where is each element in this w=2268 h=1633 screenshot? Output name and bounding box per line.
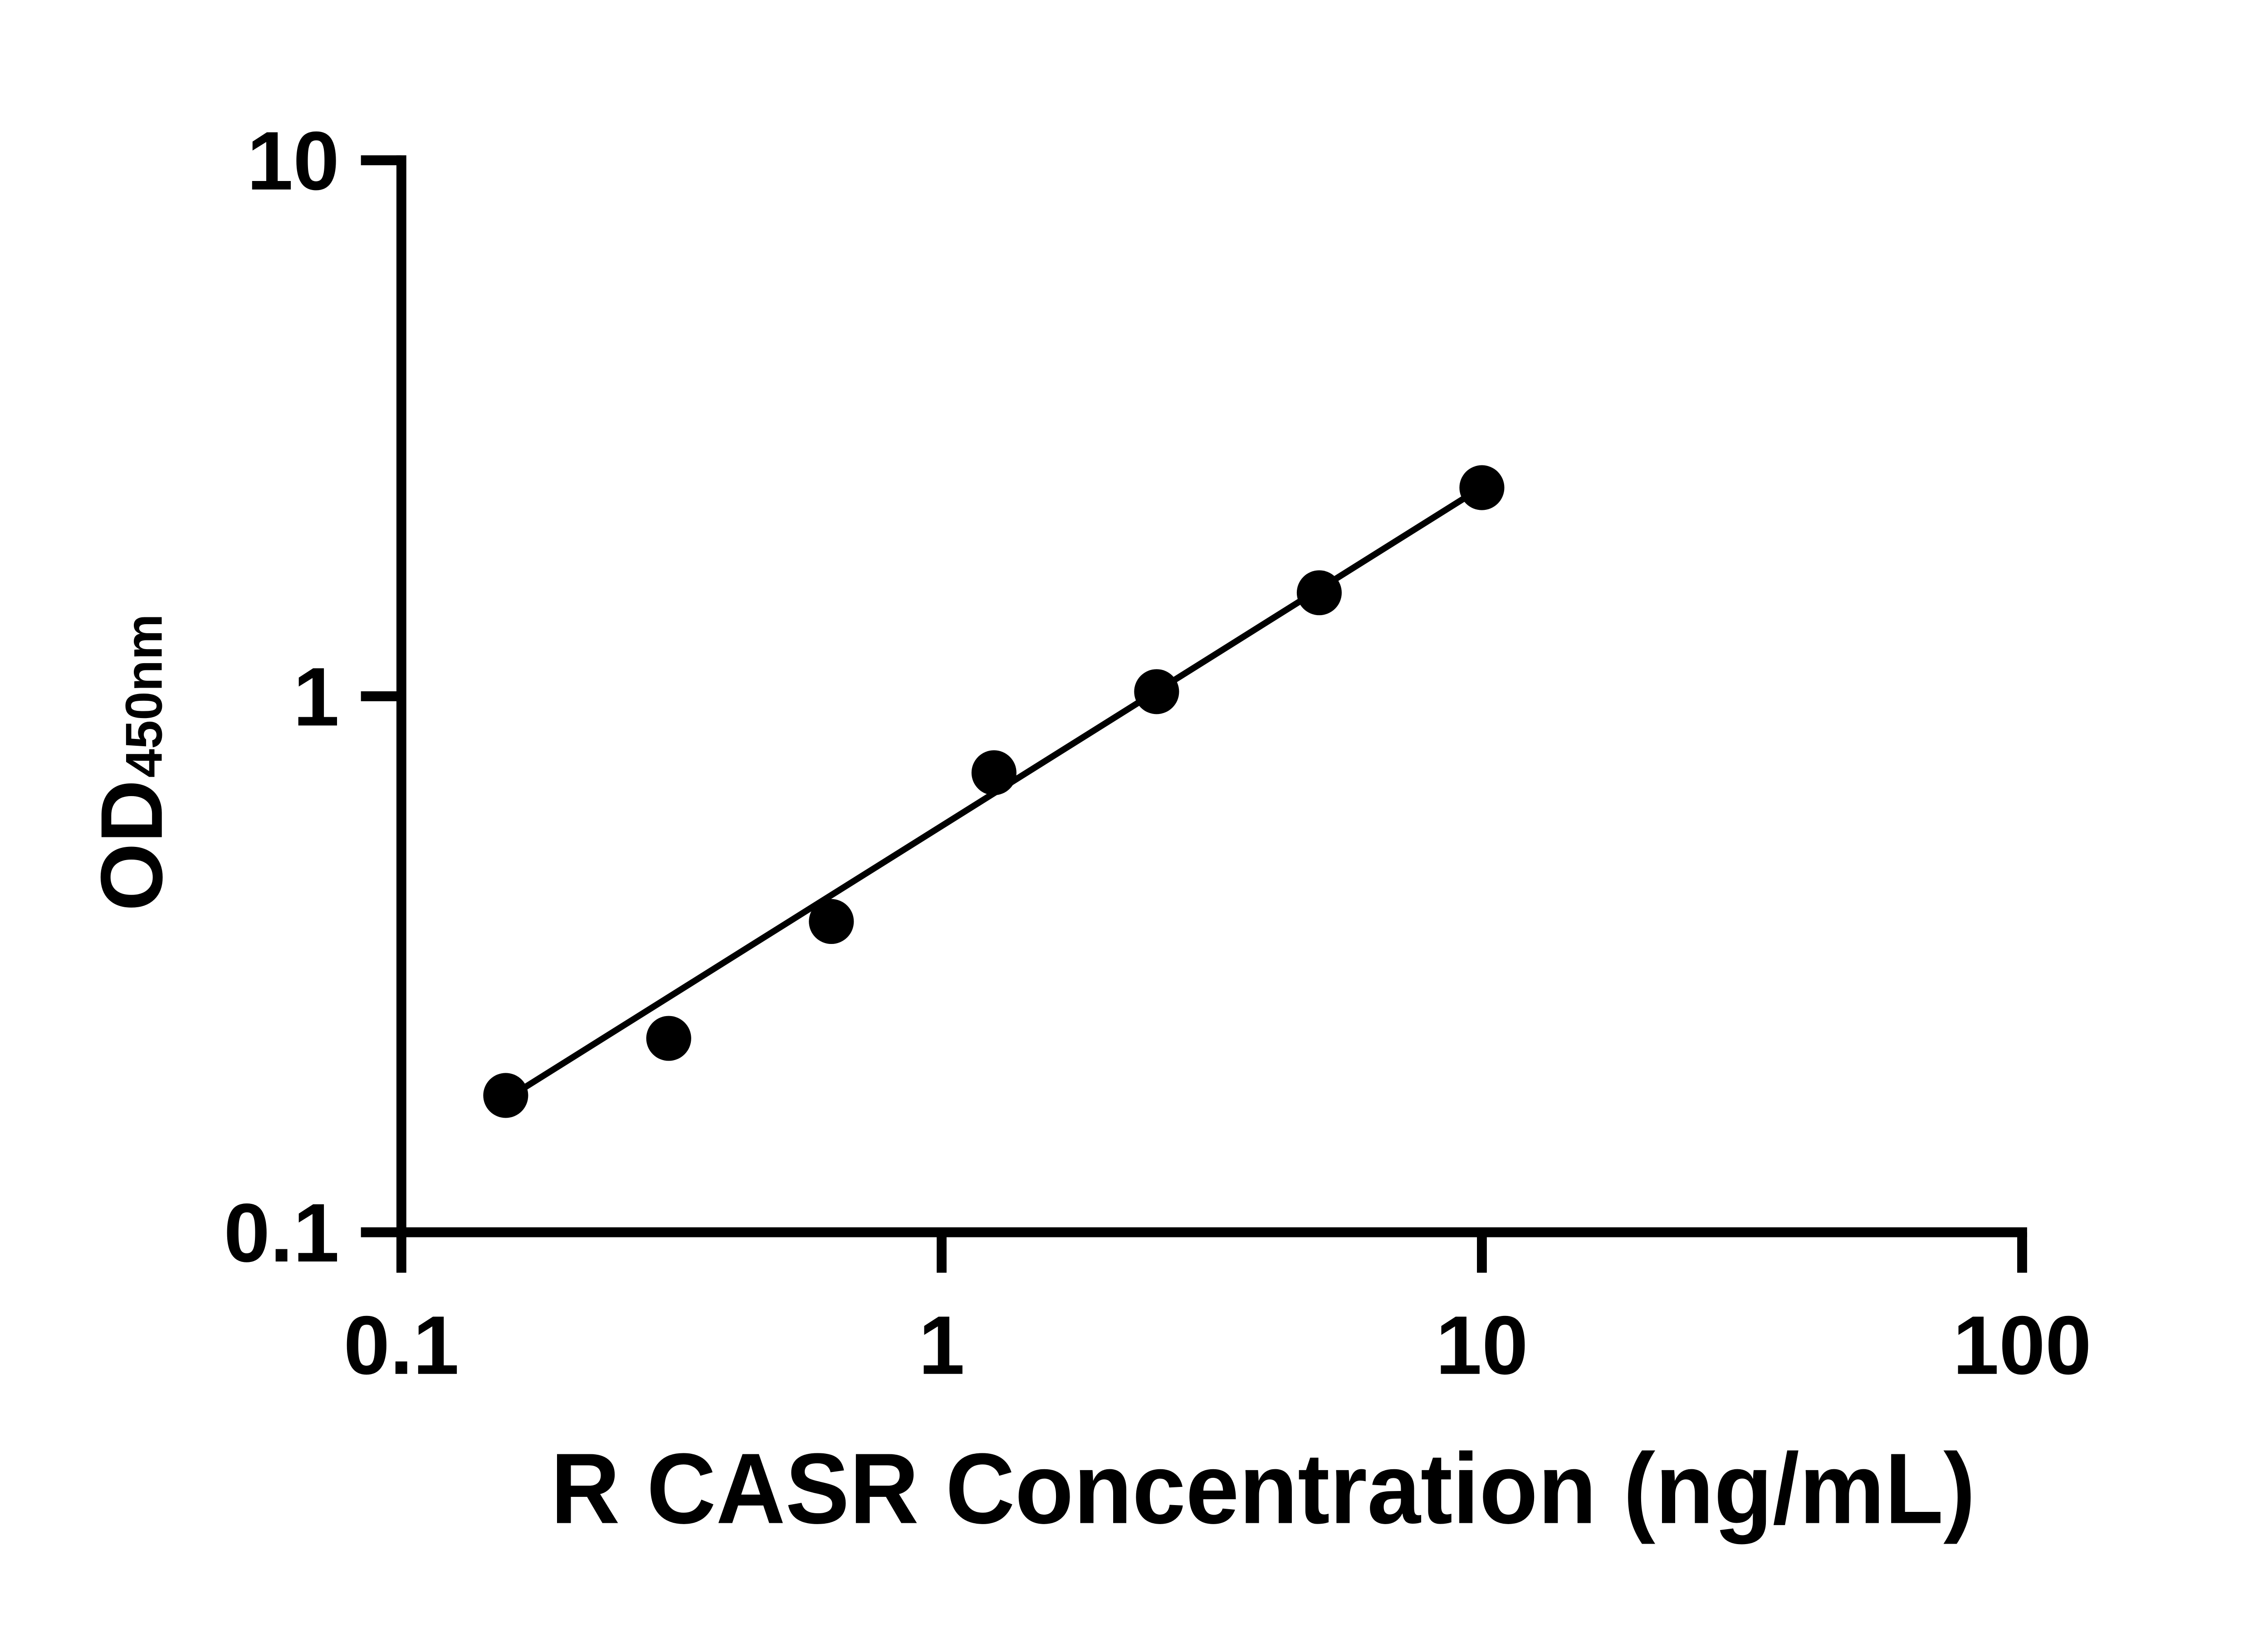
y-axis-title: OD 450nm — [83, 614, 181, 911]
y-axis-title-subscript: 450nm — [116, 614, 173, 777]
y-tick-label: 10 — [247, 114, 339, 207]
y-tick-label: 0.1 — [224, 1186, 339, 1279]
x-tick-label: 10 — [1436, 1299, 1528, 1392]
data-point — [809, 899, 854, 944]
x-tick-label: 0.1 — [343, 1299, 459, 1392]
y-axis-title-main: OD — [83, 780, 181, 911]
data-series — [483, 465, 1505, 1118]
data-point — [483, 1073, 528, 1118]
plot-background — [0, 7, 2268, 1626]
x-tick-label: 1 — [919, 1299, 965, 1392]
axis-ticks — [361, 155, 2027, 1273]
axis-tick-labels: 0.1 1 10 0.1 1 10 100 — [224, 114, 2092, 1392]
y-tick-label: 1 — [293, 650, 339, 743]
x-tick-label: 100 — [1953, 1299, 2092, 1392]
x-axis-title: R CASR Concentration (ng/mL) — [551, 1433, 1975, 1545]
trend-line — [504, 484, 1484, 1102]
data-point — [971, 750, 1017, 796]
data-point — [646, 1016, 691, 1061]
